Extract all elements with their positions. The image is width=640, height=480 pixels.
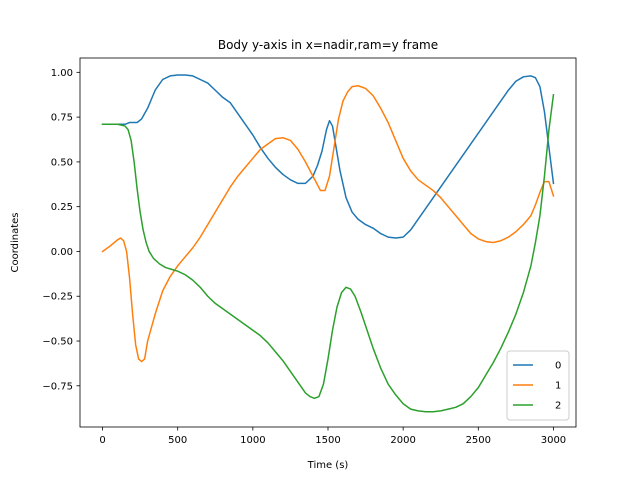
y-tick-label: 0.75 (51, 113, 73, 124)
x-axis: 0 500 1000 1500 2000 2500 3000 (99, 427, 566, 446)
y-tick-label: 1.00 (51, 68, 73, 79)
x-tick-label: 2000 (390, 435, 415, 446)
y-tick-label: 0.50 (51, 157, 73, 168)
legend-label-2: 2 (555, 401, 561, 412)
y-tick-label: −0.25 (42, 292, 73, 303)
y-axis-label: Coordinates (10, 212, 21, 272)
series-line-2 (101, 93, 555, 413)
x-tick-label: 0 (99, 435, 105, 446)
series-layer (101, 74, 555, 413)
x-tick-label: 1500 (315, 435, 340, 446)
x-tick-label: 3000 (541, 435, 566, 446)
chart-title: Body y-axis in x=nadir,ram=y frame (218, 38, 438, 52)
y-tick-label: −0.50 (42, 337, 73, 348)
series-line-0 (101, 74, 555, 239)
y-tick-label: 0.00 (51, 247, 73, 258)
y-axis: −0.75 −0.50 −0.25 0.00 0.25 0.50 0.75 1.00 (42, 68, 80, 392)
legend-label-0: 0 (555, 361, 561, 372)
x-tick-label: 1000 (240, 435, 265, 446)
legend-label-1: 1 (555, 381, 561, 392)
legend: 0 1 2 (506, 350, 570, 421)
x-axis-label: Time (s) (307, 460, 349, 471)
x-tick-label: 500 (168, 435, 187, 446)
series-line-1 (101, 85, 555, 363)
y-tick-label: 0.25 (51, 202, 73, 213)
y-tick-label: −0.75 (42, 381, 73, 392)
legend-box (506, 350, 570, 421)
x-tick-label: 2500 (466, 435, 491, 446)
